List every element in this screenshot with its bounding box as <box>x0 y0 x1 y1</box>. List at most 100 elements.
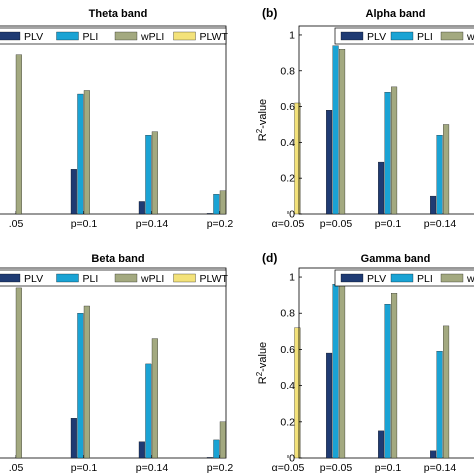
legend-label-plv: PLV <box>24 31 43 43</box>
chart-panel-1: Theta band .05 p=0.1 p=0.14 p=0.2 α=0.05 PLV PL… <box>0 8 304 230</box>
bar-pli-2 <box>77 313 84 459</box>
bar-wpli-3 <box>443 124 450 215</box>
bar-plv-2 <box>70 418 77 459</box>
y-tick-label: 0 <box>289 209 295 221</box>
x-tick-label: p=0.2 <box>207 462 234 474</box>
x-tick-label: p=0.2 <box>207 218 234 230</box>
legend-swatch-pli <box>390 31 414 41</box>
bar-plv-3 <box>430 195 437 215</box>
legend-swatch-plwt <box>173 273 196 283</box>
bar-plwt-5 <box>294 327 301 459</box>
legend-label-pli: PLI <box>417 31 433 43</box>
x-tick-label: p=0.05 <box>320 462 353 474</box>
bar-wpli-1 <box>339 284 346 459</box>
bar-plwt-5 <box>294 102 301 215</box>
y-tick-label: 1 <box>289 272 295 284</box>
panel-label: (b) <box>262 6 277 20</box>
bar-wpli-1 <box>15 287 22 459</box>
bar-pli-3 <box>436 351 443 459</box>
bar-wpli-3 <box>151 338 158 459</box>
bar-plv-2 <box>70 169 77 215</box>
legend-label-pli: PLI <box>83 273 99 285</box>
y-tick-label: 0 <box>289 453 295 465</box>
legend-label-wpli: wPLI <box>466 273 474 285</box>
x-tick-label: p=0.14 <box>136 218 169 230</box>
x-tick-label: p=0.1 <box>375 462 402 474</box>
x-tick-label: p=0.05 <box>320 218 353 230</box>
legend-swatch-plv <box>340 273 364 283</box>
legend-swatch-wpli <box>114 273 138 283</box>
y-tick-label: 0.2 <box>280 416 295 428</box>
axes-box <box>0 267 227 459</box>
bar-pli-3 <box>436 135 443 215</box>
x-tick-label: .05 <box>9 218 24 230</box>
bar-plv-3 <box>138 201 145 215</box>
bar-plv-1 <box>326 110 333 215</box>
bar-plv-2 <box>378 430 385 459</box>
x-tick-label: α=0.05 <box>272 462 305 474</box>
chart-panel-2: Alpha band (b) 0 0.2 0.4 0.6 0.8 1 R2-value p=0.0… <box>255 6 474 230</box>
x-tick-label: p=0.1 <box>71 218 98 230</box>
legend-swatch-pli <box>56 31 79 41</box>
bar-pli-1 <box>332 45 339 215</box>
chart-title: Beta band <box>91 253 144 265</box>
legend-swatch-plwt <box>173 31 196 41</box>
y-tick-label: 1 <box>289 29 295 41</box>
legend-label-wpli: wPLI <box>140 31 164 43</box>
chart-title: Gamma band <box>361 253 431 265</box>
axes-box <box>0 25 227 215</box>
chart-title: Theta band <box>89 8 148 20</box>
bar-wpli-1 <box>339 49 346 215</box>
bar-plv-3 <box>138 441 145 459</box>
legend-label-plwt: PLWT <box>200 31 229 43</box>
y-tick-label: 0.4 <box>280 137 295 149</box>
y-tick-label: 0.8 <box>280 65 295 77</box>
bar-wpli-1 <box>15 54 22 215</box>
x-tick-label: p=0.14 <box>136 462 169 474</box>
legend-swatch-wpli <box>440 273 464 283</box>
bar-plv-3 <box>430 450 437 459</box>
legend-swatch-plv <box>0 31 21 41</box>
legend-swatch-wpli <box>114 31 138 41</box>
legend-label-wpli: wPLI <box>140 273 164 285</box>
y-axis-label: R2-value <box>255 342 270 384</box>
x-tick-label: p=0.14 <box>424 218 457 230</box>
x-tick-label: α=0.05 <box>272 218 305 230</box>
bar-pli-1 <box>332 284 339 459</box>
legend-swatch-wpli <box>440 31 464 41</box>
y-axis-label: R2-value <box>255 99 270 141</box>
legend-swatch-pli <box>390 273 414 283</box>
legend: PLV PLI wPLI PLWT <box>0 269 228 287</box>
legend-label-plv: PLV <box>24 273 43 285</box>
bar-pli-2 <box>77 93 84 215</box>
bar-wpli-2 <box>83 305 90 459</box>
bar-plv-4 <box>206 213 213 215</box>
y-tick-label: 0.4 <box>280 380 295 392</box>
bar-plv-1 <box>326 352 333 459</box>
legend: PLV PLI wPLI PLWT <box>0 27 229 45</box>
bar-wpli-3 <box>443 325 450 459</box>
x-tick-label: p=0.1 <box>71 462 98 474</box>
y-tick-label: 0.6 <box>280 101 295 113</box>
legend-label-wpli: wPLI <box>466 31 474 43</box>
bar-wpli-2 <box>391 293 398 459</box>
y-tick-label: 0.2 <box>280 173 295 185</box>
x-tick-label: p=0.1 <box>375 218 402 230</box>
bar-pli-3 <box>145 135 152 215</box>
bar-pli-2 <box>384 304 391 459</box>
bar-wpli-4 <box>219 421 226 459</box>
legend: PLV PLI wPLI <box>334 27 474 45</box>
chart-panel-3: Beta band .05 p=0.1 p=0.14 p=0.2 α=0.05 PLV PLI… <box>0 253 304 474</box>
panel-label: (d) <box>262 251 277 265</box>
legend: PLV PLI wPLI <box>334 269 474 287</box>
y-tick-label: 0.6 <box>280 344 295 356</box>
bar-pli-4 <box>213 194 220 215</box>
bar-pli-3 <box>145 363 152 459</box>
bar-pli-4 <box>213 439 220 459</box>
y-tick-label: 0.8 <box>280 308 295 320</box>
legend-swatch-plv <box>340 31 364 41</box>
legend-label-plv: PLV <box>367 31 386 43</box>
legend-label-pli: PLI <box>417 273 433 285</box>
legend-swatch-pli <box>56 273 79 283</box>
